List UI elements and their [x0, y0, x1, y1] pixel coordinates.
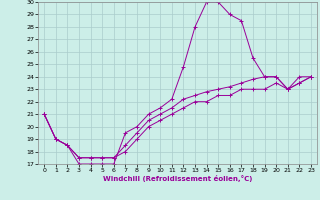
X-axis label: Windchill (Refroidissement éolien,°C): Windchill (Refroidissement éolien,°C) — [103, 175, 252, 182]
